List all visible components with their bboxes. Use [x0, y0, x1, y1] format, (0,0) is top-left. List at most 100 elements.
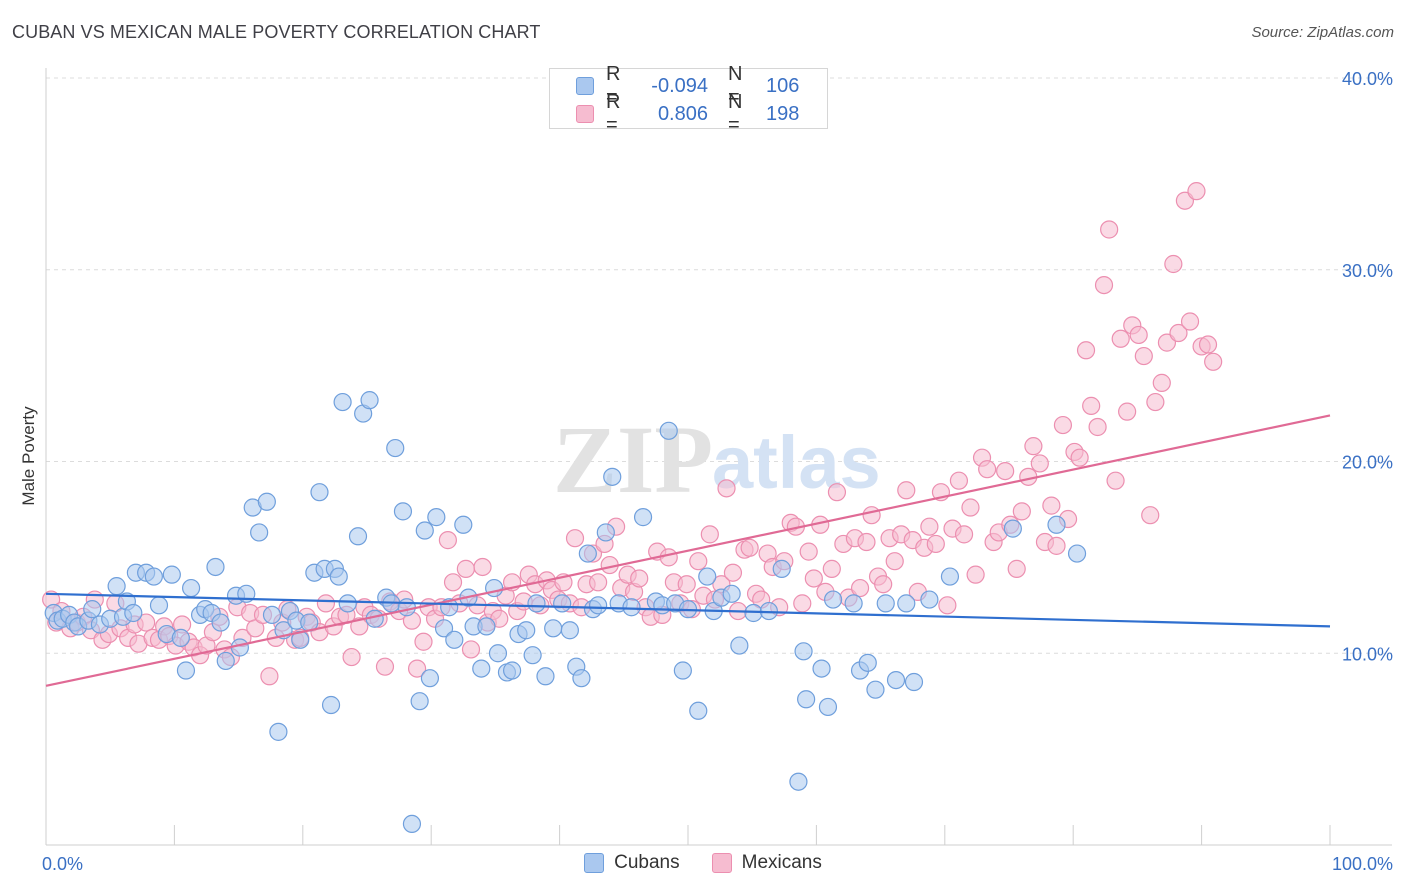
cubans-point	[338, 594, 357, 613]
cubans-point	[107, 577, 126, 596]
mexicans-point	[414, 632, 433, 651]
correlation-legend: R = -0.094 N = 106 R = 0.806 N = 198	[549, 63, 828, 136]
mexicans-point	[137, 613, 156, 632]
cubans-point	[262, 605, 282, 625]
chart-title: CUBAN VS MEXICAN MALE POVERTY CORRELATIO…	[12, 22, 541, 42]
mexicans-point	[850, 578, 870, 598]
source-label: Source: ZipAtlas.com	[1251, 24, 1394, 41]
watermark-zip: ZIP	[553, 406, 713, 513]
cubans-point	[659, 421, 678, 440]
cubans-point	[560, 621, 579, 640]
mexicans-point	[342, 647, 361, 667]
cubans-point	[589, 596, 608, 615]
cubans-point	[410, 692, 429, 711]
series-legend: Cubans Mexicans	[0, 852, 1406, 874]
cubans-point	[536, 667, 555, 686]
mexicans-point	[897, 481, 916, 500]
cubans-point	[386, 438, 405, 458]
mexicans-point	[1076, 341, 1096, 360]
mexicans-point	[1164, 254, 1183, 274]
mexicans-point	[1198, 335, 1218, 354]
mexicans-point	[1169, 323, 1188, 343]
mexicans-point	[659, 548, 678, 567]
cubans-point	[812, 659, 831, 678]
y-tick-label: 10.0%	[1342, 644, 1393, 664]
cubans-point	[797, 690, 816, 709]
cubans-point	[176, 661, 196, 680]
mexicans-point	[1030, 454, 1049, 473]
cubans-point	[858, 653, 877, 672]
mexicans-point	[1012, 502, 1031, 521]
cubans-point	[485, 578, 504, 598]
tick-labels: 10.0% 20.0% 30.0% 40.0% 0.0% 100.0%	[42, 69, 1393, 874]
legend-row-mexicans: R = 0.806 N = 198	[550, 91, 799, 136]
mexicans-point	[461, 640, 481, 659]
cubans-legend-swatch	[584, 853, 605, 873]
mexicans-legend-swatch	[711, 853, 732, 873]
legend-item-mexicans[interactable]: Mexicans	[711, 852, 822, 874]
cubans-point	[904, 672, 924, 692]
cubans-point	[397, 598, 416, 617]
cubans-point	[171, 628, 190, 648]
mexicans-point	[857, 532, 876, 552]
legend-item-cubans[interactable]: Cubans	[584, 852, 680, 874]
cubans-point	[402, 814, 422, 834]
mexicans-point	[689, 552, 708, 571]
cubans-point	[310, 483, 329, 502]
mexicans-point	[1042, 496, 1061, 515]
cubans-point	[886, 670, 906, 690]
cubans-point	[454, 515, 473, 534]
mexicans-point	[1134, 346, 1153, 366]
cubans-point	[144, 567, 163, 586]
r-label: R =	[606, 91, 621, 136]
mexicans-point	[1146, 392, 1165, 412]
mexicans-point	[961, 498, 980, 517]
mexicans-point	[316, 594, 336, 613]
mexicans-point	[1047, 536, 1066, 555]
mexicans-point	[1088, 417, 1107, 437]
mexicans-point	[874, 575, 893, 594]
watermark-atlas: atlas	[712, 421, 881, 504]
legend-label-cubans: Cubans	[614, 852, 680, 873]
watermark: ZIP atlas	[553, 406, 881, 513]
cubans-point	[329, 567, 348, 586]
mexicans-point	[1180, 312, 1200, 331]
cubans-point	[162, 565, 181, 584]
mexicans-point	[375, 657, 395, 676]
cubans-point	[673, 661, 692, 680]
cubans-point	[348, 527, 368, 546]
mexicans-point	[949, 471, 969, 490]
cubans-point	[866, 680, 885, 699]
mexicans-point	[717, 479, 736, 498]
cubans-point	[1003, 519, 1022, 538]
cubans-point	[181, 578, 201, 598]
cubans-swatch	[576, 77, 594, 95]
legend-row-cubans: R = -0.094 N = 106	[550, 63, 799, 108]
cubans-point	[333, 392, 352, 412]
mexicans-point	[677, 575, 696, 594]
cubans-point	[206, 557, 225, 577]
cubans-point	[844, 594, 863, 613]
cubans-point	[722, 584, 741, 603]
cubans-point	[393, 502, 413, 521]
y-axis-label-group: Male Poverty	[19, 406, 38, 506]
mexicans-point	[456, 559, 475, 578]
mexicans-point	[473, 557, 492, 577]
cubans-point	[596, 523, 615, 542]
mexicans-point	[630, 569, 649, 588]
mexicans-point	[260, 667, 279, 686]
mexicans-point	[443, 573, 463, 592]
cubans-point	[488, 644, 508, 663]
x-tick-label-max: 100.0%	[1332, 854, 1393, 874]
mexicans-point	[565, 529, 585, 548]
cubans-point	[1047, 515, 1066, 534]
axes	[45, 68, 1392, 846]
mexicans-point	[1094, 275, 1114, 295]
mexicans-point	[862, 506, 881, 525]
cubans-point	[230, 638, 249, 657]
cubans-point	[818, 697, 838, 717]
cubans-point	[517, 621, 536, 640]
r-value: 0.806	[657, 102, 708, 125]
cubans-point	[124, 603, 143, 623]
